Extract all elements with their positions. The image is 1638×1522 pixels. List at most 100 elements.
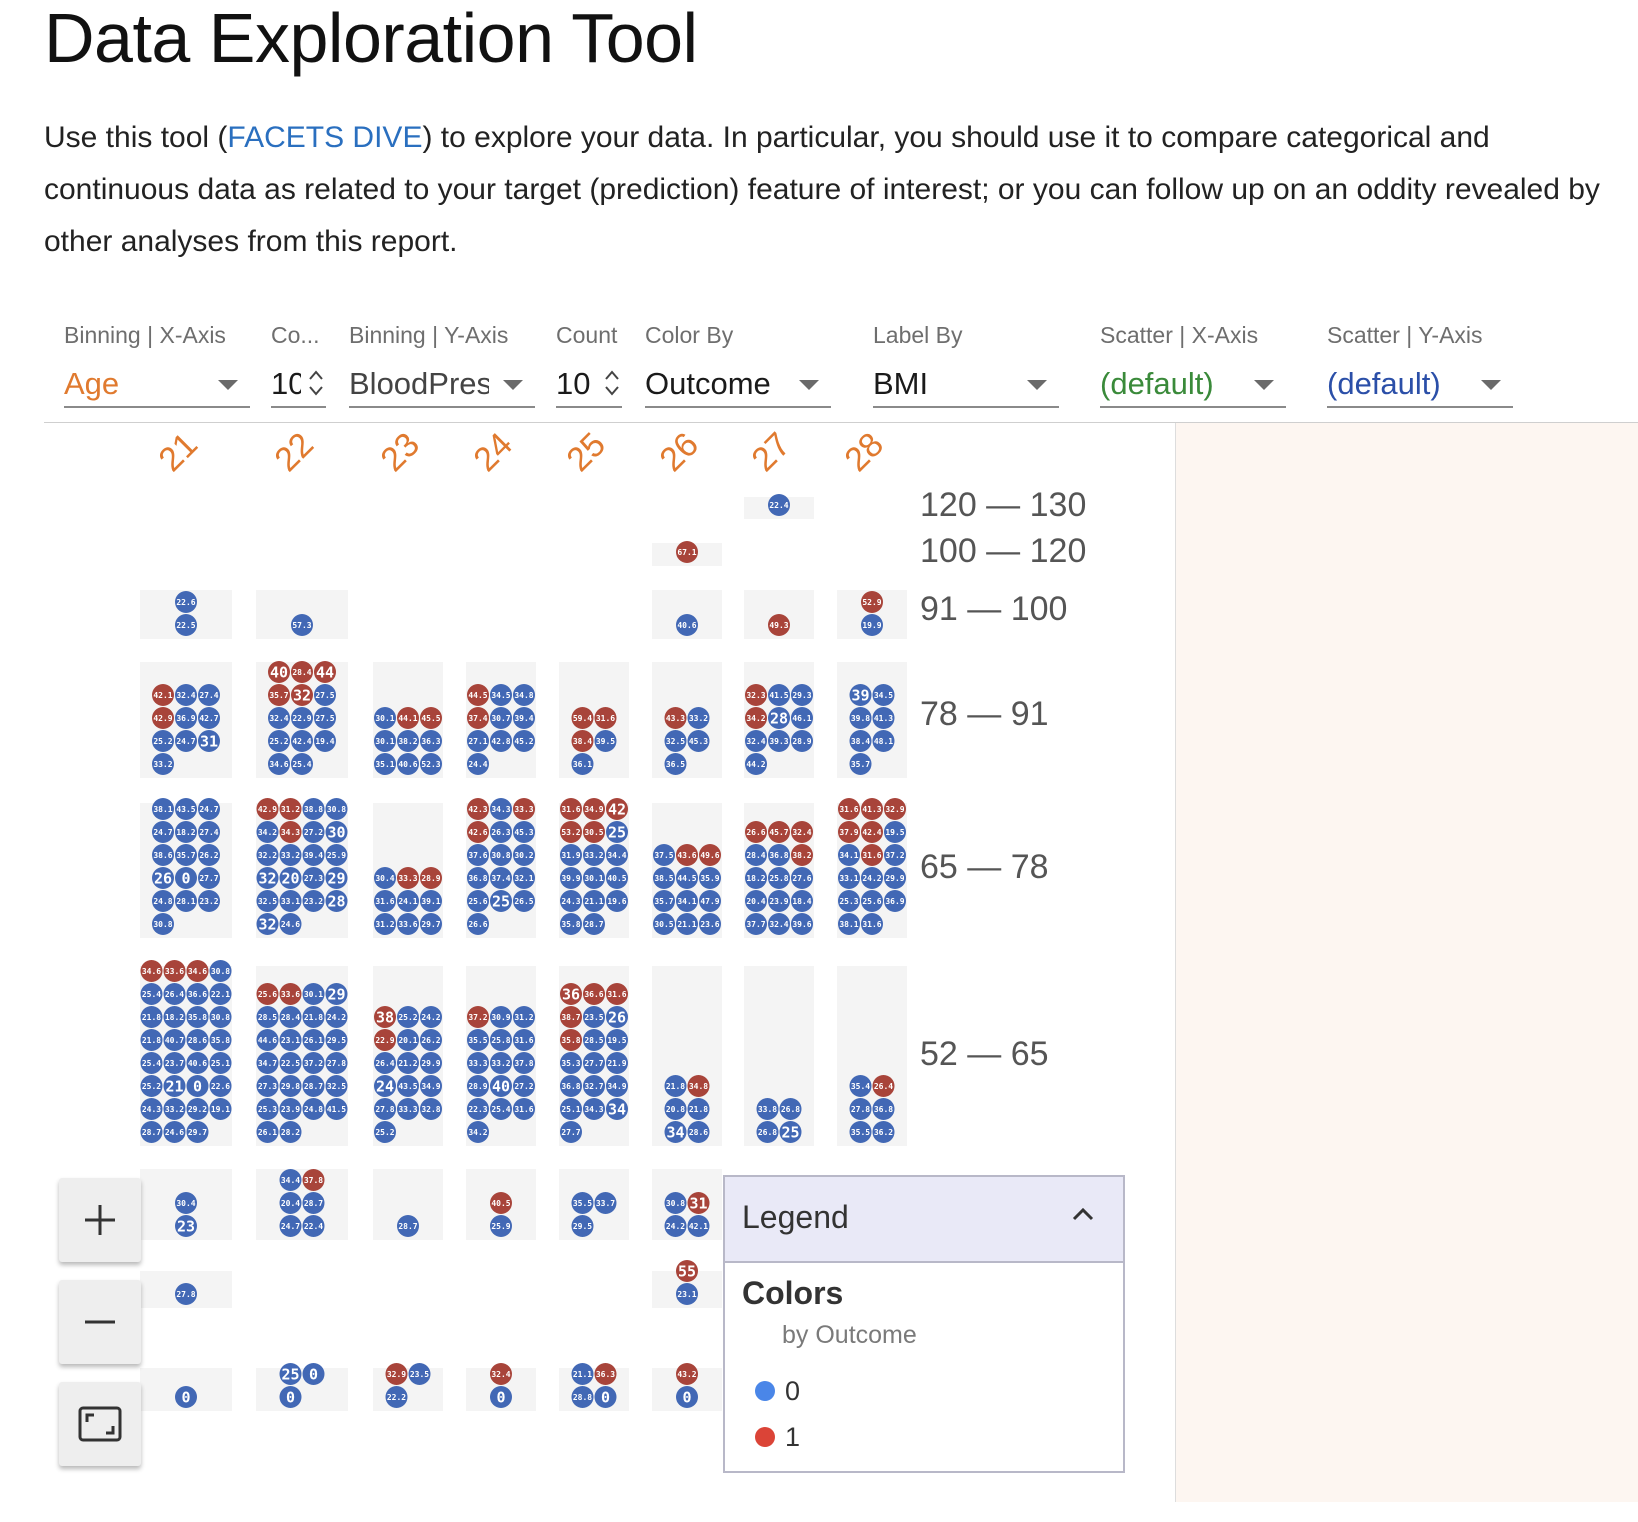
data-point[interactable]: 31 xyxy=(198,730,220,752)
data-point[interactable]: 24.2 xyxy=(664,1215,687,1237)
data-point[interactable]: 26.4 xyxy=(163,983,186,1005)
data-point[interactable]: 27.6 xyxy=(791,867,813,889)
data-point[interactable]: 19.4 xyxy=(314,730,336,752)
data-point[interactable]: 37.8 xyxy=(513,1052,535,1074)
data-point[interactable]: 22.3 xyxy=(467,1098,489,1120)
data-point[interactable]: 41.5 xyxy=(768,684,790,706)
data-point[interactable]: 23.7 xyxy=(163,1052,186,1074)
data-point[interactable]: 38.4 xyxy=(571,730,594,752)
data-point[interactable]: 0 xyxy=(279,1386,302,1408)
data-point[interactable]: 33.2 xyxy=(279,844,302,866)
data-point[interactable]: 30.4 xyxy=(374,867,396,889)
data-point[interactable]: 24.2 xyxy=(420,1006,442,1028)
data-point[interactable]: 22.2 xyxy=(385,1386,408,1408)
data-point[interactable]: 36 xyxy=(560,983,582,1005)
data-point[interactable]: 34 xyxy=(664,1121,687,1143)
data-point[interactable]: 27.3 xyxy=(302,867,325,889)
data-point[interactable]: 18.2 xyxy=(163,1006,186,1028)
data-point[interactable]: 27.5 xyxy=(314,684,336,706)
data-point[interactable]: 35.5 xyxy=(571,1192,594,1214)
data-point[interactable]: 28.5 xyxy=(256,1006,279,1028)
data-point[interactable]: 22.1 xyxy=(209,983,232,1005)
count-x-control[interactable]: Co... 10 xyxy=(271,320,326,408)
data-point[interactable]: 23.1 xyxy=(279,1029,302,1051)
data-point[interactable]: 27.7 xyxy=(583,1052,605,1074)
data-point[interactable]: 32.1 xyxy=(513,867,535,889)
data-point[interactable]: 52.9 xyxy=(861,591,883,613)
spinner-icon[interactable] xyxy=(602,366,622,400)
data-point[interactable]: 27.8 xyxy=(175,1283,197,1305)
data-point[interactable]: 35.4 xyxy=(849,1075,872,1097)
data-point[interactable]: 40.5 xyxy=(606,867,628,889)
data-point[interactable]: 45.5 xyxy=(420,707,442,729)
data-point[interactable]: 45.3 xyxy=(513,821,535,843)
data-point[interactable]: 33.2 xyxy=(490,1052,512,1074)
data-point[interactable]: 34.6 xyxy=(140,960,163,982)
data-point[interactable]: 33.3 xyxy=(397,1098,419,1120)
data-point[interactable]: 33.6 xyxy=(279,983,302,1005)
data-point[interactable]: 22.9 xyxy=(374,1029,396,1051)
data-point[interactable]: 41.3 xyxy=(861,798,883,820)
data-point[interactable]: 30 xyxy=(325,821,348,843)
data-point[interactable]: 29.9 xyxy=(884,867,906,889)
data-point[interactable]: 52.3 xyxy=(420,753,442,775)
data-point[interactable]: 42.1 xyxy=(687,1215,710,1237)
data-point[interactable]: 28.9 xyxy=(420,867,442,889)
data-point[interactable]: 28.9 xyxy=(791,730,813,752)
data-point[interactable]: 37.4 xyxy=(467,707,489,729)
data-point[interactable]: 44.5 xyxy=(467,684,489,706)
data-point[interactable]: 30.8 xyxy=(152,913,174,935)
data-point[interactable]: 34.8 xyxy=(513,684,535,706)
data-point[interactable]: 20.1 xyxy=(397,1029,419,1051)
data-point[interactable]: 23.9 xyxy=(768,890,790,912)
data-point[interactable]: 34.7 xyxy=(256,1052,279,1074)
data-point[interactable]: 26.2 xyxy=(420,1029,442,1051)
data-point[interactable]: 36.6 xyxy=(583,983,605,1005)
data-point[interactable]: 39.4 xyxy=(513,707,535,729)
data-point[interactable]: 23 xyxy=(175,1215,197,1237)
data-point[interactable]: 45.7 xyxy=(768,821,790,843)
data-point[interactable]: 38.7 xyxy=(560,1006,582,1028)
data-point[interactable]: 36.8 xyxy=(872,1098,895,1120)
data-point[interactable]: 28.4 xyxy=(745,844,767,866)
data-point[interactable]: 30.9 xyxy=(490,1006,512,1028)
data-point[interactable]: 33.8 xyxy=(756,1098,779,1120)
data-point[interactable]: 34.5 xyxy=(872,684,895,706)
data-point[interactable]: 25 xyxy=(490,890,512,912)
data-point[interactable]: 34.3 xyxy=(583,1098,605,1120)
data-point[interactable]: 19.1 xyxy=(209,1098,232,1120)
fit-to-screen-button[interactable] xyxy=(59,1382,141,1466)
data-point[interactable]: 25.1 xyxy=(209,1052,232,1074)
data-point[interactable]: 25 xyxy=(779,1121,802,1143)
data-point[interactable]: 36.1 xyxy=(571,753,594,775)
data-point[interactable]: 29.3 xyxy=(791,684,813,706)
data-point[interactable]: 38.8 xyxy=(302,798,325,820)
data-point[interactable]: 36.9 xyxy=(884,890,906,912)
spinner-icon[interactable] xyxy=(306,366,326,400)
data-point[interactable]: 34.1 xyxy=(838,844,860,866)
data-point[interactable]: 35.8 xyxy=(560,913,582,935)
data-point[interactable]: 26 xyxy=(606,1006,628,1028)
data-point[interactable]: 31.6 xyxy=(560,798,582,820)
data-point[interactable]: 32.5 xyxy=(256,890,279,912)
data-point[interactable]: 31.6 xyxy=(374,890,396,912)
data-point[interactable]: 30.5 xyxy=(653,913,675,935)
data-point[interactable]: 31.6 xyxy=(861,844,883,866)
data-point[interactable]: 42.9 xyxy=(152,707,174,729)
data-point[interactable]: 36.9 xyxy=(175,707,197,729)
scatter-y-axis-control[interactable]: Scatter | Y-Axis (default) xyxy=(1327,320,1513,408)
data-point[interactable]: 42.3 xyxy=(467,798,489,820)
data-point[interactable]: 28.4 xyxy=(291,661,313,683)
color-by-value[interactable]: Outcome xyxy=(645,366,771,401)
data-point[interactable]: 44 xyxy=(314,661,336,683)
data-point[interactable]: 29.5 xyxy=(571,1215,594,1237)
data-point[interactable]: 34.3 xyxy=(279,821,302,843)
data-point[interactable]: 30.5 xyxy=(583,821,605,843)
data-point[interactable]: 37.9 xyxy=(838,821,860,843)
data-point[interactable]: 26.8 xyxy=(779,1098,802,1120)
data-point[interactable]: 27.1 xyxy=(467,730,489,752)
data-point[interactable]: 32.7 xyxy=(583,1075,605,1097)
data-point[interactable]: 22.9 xyxy=(291,707,313,729)
data-point[interactable]: 38.1 xyxy=(152,798,174,820)
data-point[interactable]: 44.6 xyxy=(256,1029,279,1051)
